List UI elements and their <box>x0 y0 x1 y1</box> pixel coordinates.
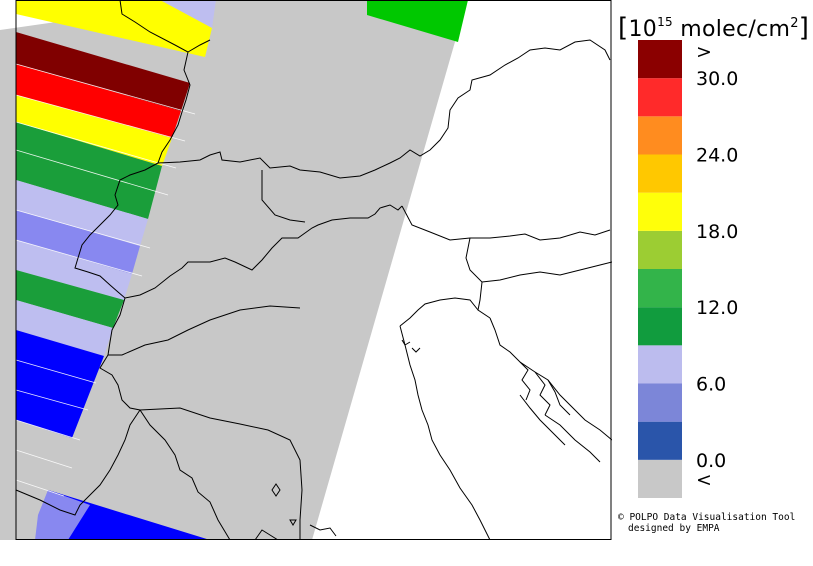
data-strip-dark-red <box>16 32 190 111</box>
legend-swatch-11 <box>638 40 682 79</box>
legend-tick-label-2: 6.0 <box>696 374 726 396</box>
map-canvas[interactable] <box>0 0 612 540</box>
legend-tick-label-3: 12.0 <box>696 297 738 319</box>
data-strip-green-top <box>367 0 468 42</box>
legend-unit-close-bracket: ] <box>798 13 810 43</box>
legend-swatch-0 <box>638 459 682 498</box>
data-strip-lavender-top <box>160 0 216 28</box>
data-strip-yellow-top <box>16 0 212 57</box>
data-strip-yellow-mid <box>16 95 172 166</box>
data-strip-green-upper <box>16 122 162 219</box>
data-strip-lavender-1 <box>16 180 148 246</box>
data-strip-periwinkle <box>16 210 140 274</box>
legend-unit-open-bracket: [ <box>618 13 629 43</box>
legend-unit-square: 2 <box>790 16 799 31</box>
strip-separators <box>15 63 196 497</box>
data-strip-lavender-3 <box>16 300 113 356</box>
data-strip-blue-mid <box>16 330 104 438</box>
legend-swatch-7 <box>638 192 682 231</box>
legend-swatch-1 <box>638 421 682 460</box>
data-strip-red <box>16 64 181 138</box>
legend-swatch-9 <box>638 116 682 155</box>
legend-tick-label-0: < <box>696 469 712 491</box>
legend-swatch-2 <box>638 383 682 422</box>
legend-swatch-6 <box>638 230 682 269</box>
map-frame <box>15 0 612 540</box>
legend-unit-text: molec/cm <box>672 17 791 42</box>
data-strip-lavender-2 <box>16 240 132 300</box>
legend-unit-base: 10 <box>628 17 658 42</box>
legend-swatch-4 <box>638 307 682 346</box>
legend-swatch-5 <box>638 269 682 308</box>
legend-tick-label-1: 0.0 <box>696 450 726 472</box>
legend-tick-label-6: 30.0 <box>696 68 738 90</box>
legend-unit-exponent: 15 <box>657 15 673 29</box>
legend-unit-label: [1015 molec/cm2] <box>618 2 813 50</box>
legend-tick-label-5: 24.0 <box>696 145 738 167</box>
data-strip-green-lower <box>16 270 124 328</box>
data-strip-periwinkle-bottom <box>35 490 90 540</box>
legend-swatch-3 <box>638 345 682 384</box>
legend-swatch-10 <box>638 78 682 117</box>
credits-line-2: designed by EMPA <box>628 523 720 534</box>
credits: © POLPO Data Visualisation Tool designed… <box>618 512 813 534</box>
map-panel[interactable] <box>0 0 612 540</box>
legend-swatch-8 <box>638 154 682 193</box>
credits-line-1: © POLPO Data Visualisation Tool <box>618 512 796 523</box>
color-legend: <0.0 6.0 12.0 18.0 24.0 30.0 > <box>638 40 738 498</box>
country-borders <box>15 0 612 540</box>
legend-tick-label-7: > <box>696 41 712 63</box>
legend-tick-label-4: 18.0 <box>696 221 738 243</box>
